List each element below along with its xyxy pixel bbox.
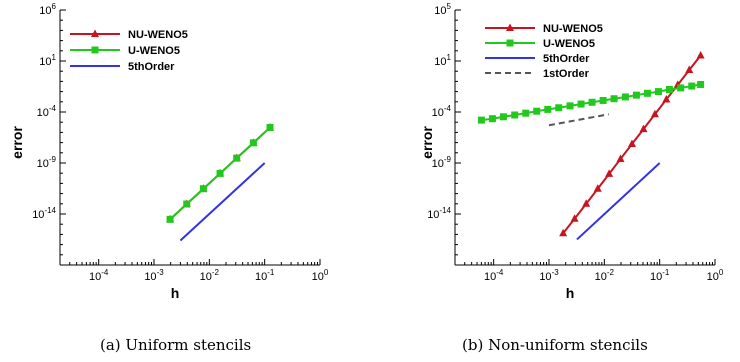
data-point-square — [599, 96, 607, 104]
data-point-triangle — [662, 94, 671, 103]
data-point-square — [266, 124, 274, 132]
data-point-square — [183, 200, 191, 208]
figure-caption: (b) Non-uniform stencils — [462, 336, 648, 354]
y-tick-label: 10-14 — [32, 206, 56, 221]
data-point-triangle — [616, 154, 625, 162]
legend-label: NU-WENO5 — [543, 23, 603, 35]
legend-label: U-WENO5 — [543, 38, 595, 50]
y-tick-label: 106 — [39, 2, 56, 17]
data-point-triangle — [639, 124, 648, 133]
data-point-triangle — [559, 228, 568, 237]
legend-label: 5thOrder — [543, 53, 590, 65]
data-point-square — [610, 95, 618, 103]
data-point-triangle — [593, 184, 602, 192]
y-axis-label: error — [419, 126, 435, 159]
legend-label: 1stOrder — [543, 68, 590, 80]
x-tick-label: 100 — [312, 268, 329, 283]
series-line-5thorder — [179, 162, 266, 242]
data-point-triangle — [605, 169, 614, 177]
data-point-triangle — [650, 109, 659, 118]
data-point-square — [688, 82, 696, 90]
legend-marker — [506, 39, 514, 47]
x-tick-label: 100 — [707, 268, 724, 283]
figure-caption: (a) Uniform stencils — [100, 336, 251, 354]
series-line-5thorder — [576, 162, 661, 241]
x-tick-label: 10-1 — [650, 268, 670, 283]
x-tick-label: 10-2 — [200, 268, 220, 283]
y-tick-label: 101 — [434, 53, 451, 68]
data-point-square — [566, 102, 574, 110]
x-tick-label: 10-3 — [539, 268, 559, 283]
y-tick-label: 10-4 — [37, 104, 57, 119]
y-tick-label: 10-9 — [432, 155, 452, 170]
data-point-square — [632, 91, 640, 99]
data-point-triangle — [582, 199, 591, 207]
legend-label: NU-WENO5 — [128, 29, 188, 41]
data-point-square — [249, 139, 257, 147]
data-point-square — [166, 215, 174, 223]
data-point-square — [555, 104, 563, 112]
data-point-square — [216, 169, 224, 177]
data-point-square — [544, 105, 552, 113]
y-tick-label: 10-4 — [432, 104, 452, 119]
y-tick-label: 10-14 — [427, 206, 451, 221]
data-point-square — [654, 88, 662, 96]
data-point-square — [577, 100, 585, 108]
legend-label: 5thOrder — [128, 61, 175, 73]
legend-marker — [506, 23, 514, 31]
y-tick-label: 101 — [39, 53, 56, 68]
data-point-square — [488, 115, 496, 123]
data-point-square — [621, 93, 629, 101]
legend-marker — [91, 29, 99, 37]
chart-panel-b: 10-4 10-3 10-2 10-1 100 10-14 10-9 10-4 101 105 h e… — [419, 2, 724, 354]
x-tick-label: 10-1 — [255, 268, 275, 283]
data-point-square — [643, 89, 651, 97]
data-point-square — [665, 86, 673, 94]
y-axis-label: error — [9, 126, 25, 159]
x-tick-label: 10-4 — [484, 268, 504, 283]
data-point-square — [499, 113, 507, 121]
data-point-square — [199, 185, 207, 193]
y-tick-label: 10-9 — [37, 155, 57, 170]
data-point-square — [233, 154, 241, 162]
chart-panel-a: 10-4 10-3 10-2 10-1 100 10-14 10-9 10-4 101 106 h e… — [9, 2, 329, 354]
legend-marker — [91, 46, 99, 54]
data-point-triangle — [570, 214, 579, 222]
data-point-square — [588, 98, 596, 106]
x-tick-label: 10-4 — [89, 268, 109, 283]
y-tick-label: 105 — [434, 2, 451, 17]
data-point-triangle — [685, 65, 694, 74]
x-axis-label: h — [171, 285, 180, 301]
x-tick-label: 10-3 — [144, 268, 164, 283]
x-tick-label: 10-2 — [595, 268, 615, 283]
series-line-1storder — [548, 113, 609, 127]
data-point-square — [511, 111, 519, 119]
x-axis-label: h — [566, 285, 575, 301]
data-point-square — [522, 109, 530, 117]
legend-label: U-WENO5 — [128, 45, 180, 57]
data-point-square — [533, 107, 541, 115]
data-point-square — [677, 84, 685, 92]
data-point-triangle — [627, 139, 636, 147]
data-point-square — [697, 80, 705, 88]
data-point-triangle — [696, 50, 705, 59]
data-point-square — [477, 116, 485, 124]
